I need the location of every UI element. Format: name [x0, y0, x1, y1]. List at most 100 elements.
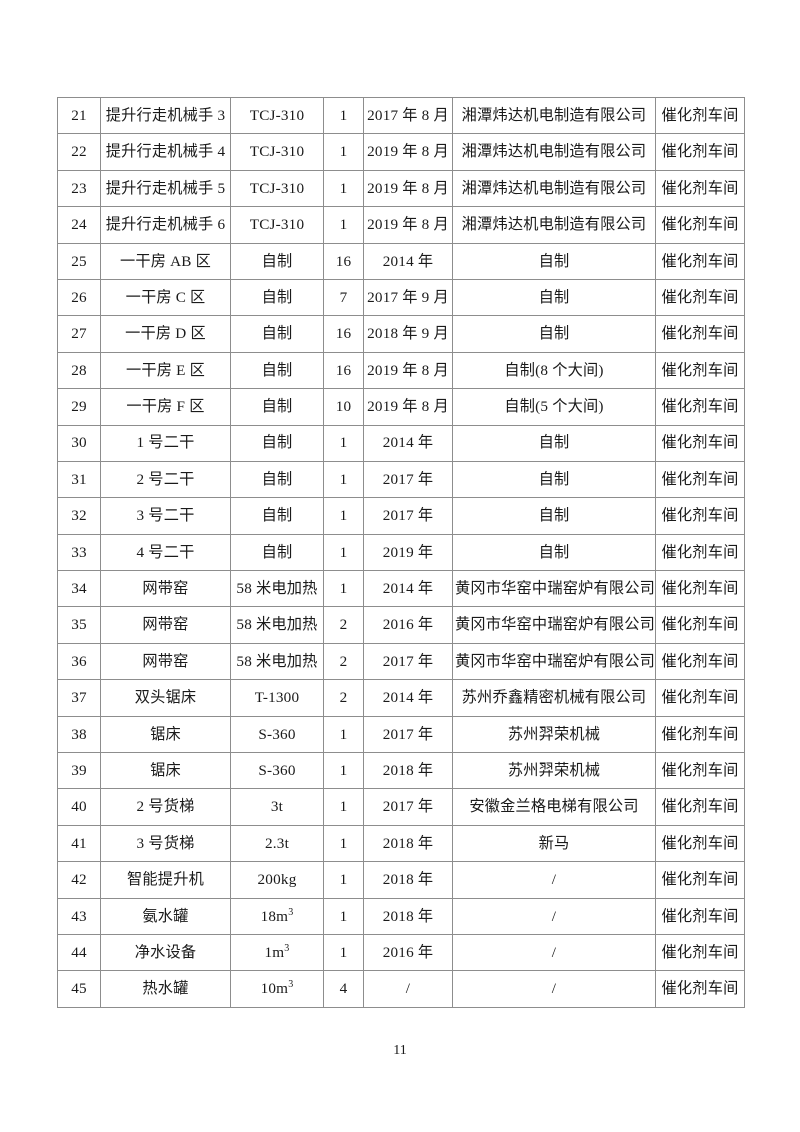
cell-purchase-date: 2019 年 8 月	[363, 169, 453, 208]
cell-manufacturer: 湘潭炜达机电制造有限公司	[452, 96, 656, 135]
cell-manufacturer: 自制	[452, 424, 656, 462]
cell-serial-number: 29	[57, 388, 101, 426]
cell-specification: 自制	[230, 460, 324, 499]
table-row: 25 一干房 AB 区自制 16 2014 年自制 催化剂车间	[57, 242, 745, 280]
cell-workshop: 催化剂车间	[655, 861, 745, 899]
cell-quantity: 1	[323, 824, 364, 863]
cell-purchase-date: 2018 年	[363, 897, 453, 935]
cell-workshop: 催化剂车间	[655, 970, 745, 1008]
cell-workshop: 催化剂车间	[655, 96, 745, 135]
cell-purchase-date: 2014 年	[363, 570, 453, 608]
cell-manufacturer: /	[452, 861, 656, 899]
cell-workshop: 催化剂车间	[655, 606, 745, 644]
cell-serial-number: 44	[57, 933, 101, 972]
cell-workshop: 催化剂车间	[655, 752, 745, 790]
cell-manufacturer: 苏州羿荣机械	[452, 752, 656, 790]
cell-quantity: 2	[323, 606, 364, 644]
cell-workshop: 催化剂车间	[655, 715, 745, 754]
cell-serial-number: 26	[57, 278, 101, 317]
cell-purchase-date: 2017 年	[363, 788, 453, 826]
cell-serial-number: 31	[57, 460, 101, 499]
cell-purchase-date: 2018 年	[363, 824, 453, 863]
cell-equipment-name: 提升行走机械手 6	[100, 206, 231, 244]
cell-quantity: 1	[323, 424, 364, 462]
table-row: 37 双头锯床 T-1300 2 2014 年苏州乔鑫精密机械有限公司 催化剂车间	[57, 679, 745, 717]
cell-purchase-date: 2017 年 9 月	[363, 278, 453, 317]
table-row: 30 1 号二干 自制 1 2014 年自制 催化剂车间	[57, 424, 745, 462]
cell-specification: 自制	[230, 533, 324, 572]
cell-manufacturer: 自制	[452, 315, 656, 353]
cell-equipment-name: 锯床	[100, 752, 231, 790]
cell-specification: 自制	[230, 315, 324, 353]
table-row: 27 一干房 D 区自制 16 2018 年 9 月自制 催化剂车间	[57, 315, 745, 353]
cell-purchase-date: 2014 年	[363, 679, 453, 717]
table-row: 42 智能提升机 200kg 1 2018 年 / 催化剂车间	[57, 861, 745, 899]
cell-quantity: 10	[323, 388, 364, 426]
cell-serial-number: 23	[57, 169, 101, 208]
table-row: 22 提升行走机械手 4 TCJ-310 1 2019 年 8 月湘潭炜达机电制造有限公…	[57, 133, 745, 171]
cell-purchase-date: 2017 年 8 月	[363, 96, 453, 135]
cell-serial-number: 27	[57, 315, 101, 353]
cell-equipment-name: 智能提升机	[100, 861, 231, 899]
cell-quantity: 2	[323, 642, 364, 681]
cell-purchase-date: 2018 年	[363, 861, 453, 899]
cell-equipment-name: 网带窑	[100, 570, 231, 608]
cell-equipment-name: 4 号二干	[100, 533, 231, 572]
cell-workshop: 催化剂车间	[655, 242, 745, 280]
cell-serial-number: 45	[57, 970, 101, 1008]
cell-quantity: 1	[323, 752, 364, 790]
cell-manufacturer: 自制	[452, 460, 656, 499]
cell-workshop: 催化剂车间	[655, 278, 745, 317]
cell-workshop: 催化剂车间	[655, 679, 745, 717]
cell-manufacturer: 苏州羿荣机械	[452, 715, 656, 754]
table-row: 41 3 号货梯 2.3t 1 2018 年新马 催化剂车间	[57, 824, 745, 863]
cell-equipment-name: 热水罐	[100, 970, 231, 1008]
cell-specification: 58 米电加热	[230, 642, 324, 681]
cell-purchase-date: 2014 年	[363, 424, 453, 462]
cell-serial-number: 22	[57, 133, 101, 171]
cell-equipment-name: 一干房 D 区	[100, 315, 231, 353]
table-row: 21 提升行走机械手 3 TCJ-310 1 2017 年 8 月湘潭炜达机电制造有限公…	[57, 96, 745, 135]
cell-serial-number: 28	[57, 351, 101, 390]
cell-quantity: 1	[323, 570, 364, 608]
cell-quantity: 16	[323, 242, 364, 280]
cell-serial-number: 36	[57, 642, 101, 681]
cell-workshop: 催化剂车间	[655, 933, 745, 972]
cell-quantity: 1	[323, 497, 364, 535]
cell-manufacturer: 自制	[452, 278, 656, 317]
cell-specification: 自制	[230, 388, 324, 426]
cell-equipment-name: 一干房 AB 区	[100, 242, 231, 280]
cell-purchase-date: 2017 年	[363, 497, 453, 535]
cell-manufacturer: 自制(5 个大间)	[452, 388, 656, 426]
cell-purchase-date: 2017 年	[363, 715, 453, 754]
cell-purchase-date: 2017 年	[363, 460, 453, 499]
cell-specification: T-1300	[230, 679, 324, 717]
cell-manufacturer: 自制	[452, 497, 656, 535]
cell-quantity: 1	[323, 96, 364, 135]
cell-quantity: 4	[323, 970, 364, 1008]
cell-purchase-date: 2019 年	[363, 533, 453, 572]
table-row: 24 提升行走机械手 6 TCJ-310 1 2019 年 8 月湘潭炜达机电制造有限公…	[57, 206, 745, 244]
cell-workshop: 催化剂车间	[655, 788, 745, 826]
cell-manufacturer: 安徽金兰格电梯有限公司	[452, 788, 656, 826]
cell-specification: S-360	[230, 752, 324, 790]
cell-serial-number: 37	[57, 679, 101, 717]
cell-purchase-date: 2019 年 8 月	[363, 206, 453, 244]
cell-equipment-name: 一干房 E 区	[100, 351, 231, 390]
table-row: 23 提升行走机械手 5 TCJ-310 1 2019 年 8 月湘潭炜达机电制造有限公…	[57, 169, 745, 208]
cell-serial-number: 33	[57, 533, 101, 572]
cell-purchase-date: 2019 年 8 月	[363, 351, 453, 390]
cell-manufacturer: 湘潭炜达机电制造有限公司	[452, 133, 656, 171]
cell-specification: 自制	[230, 424, 324, 462]
cell-workshop: 催化剂车间	[655, 424, 745, 462]
cell-purchase-date: 2014 年	[363, 242, 453, 280]
cell-equipment-name: 网带窑	[100, 606, 231, 644]
table-row: 39 锯床 S-360 1 2018 年苏州羿荣机械 催化剂车间	[57, 752, 745, 790]
table-row: 38 锯床 S-360 1 2017 年苏州羿荣机械 催化剂车间	[57, 715, 745, 754]
cell-workshop: 催化剂车间	[655, 351, 745, 390]
cell-serial-number: 41	[57, 824, 101, 863]
cell-equipment-name: 3 号货梯	[100, 824, 231, 863]
cell-quantity: 1	[323, 897, 364, 935]
cell-workshop: 催化剂车间	[655, 642, 745, 681]
cell-specification: TCJ-310	[230, 169, 324, 208]
